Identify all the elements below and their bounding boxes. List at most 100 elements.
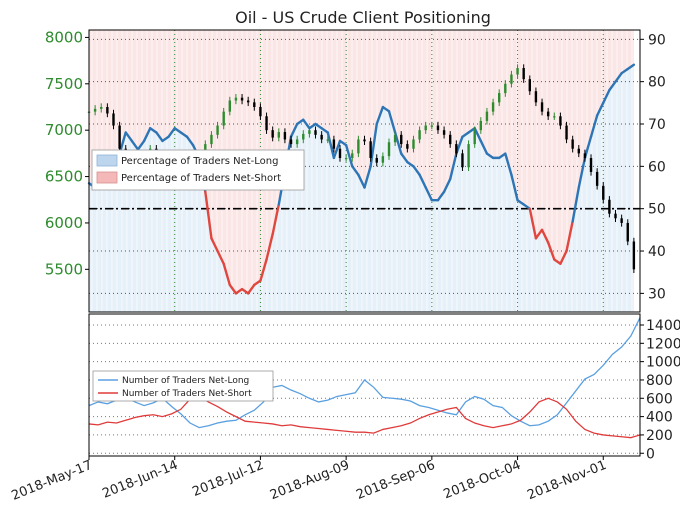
candle-body xyxy=(369,141,372,159)
net-long-pct-segment xyxy=(559,249,568,265)
candle-body xyxy=(497,93,501,103)
right-axis-tick-label: 90 xyxy=(648,32,666,48)
candle-body xyxy=(381,156,385,163)
net-long-pct-segment xyxy=(436,190,446,202)
bottom-right-axis-tick-label: 1000 xyxy=(646,355,680,371)
net-long-pct-segment xyxy=(130,139,140,151)
candle-body xyxy=(246,100,250,103)
net-long-pct-segment xyxy=(149,127,158,134)
net-long-pct-segment xyxy=(326,131,336,160)
left-axis-tick-label: 7000 xyxy=(45,121,83,139)
net-long-pct-segment xyxy=(369,122,378,168)
left-axis-tick-label: 6500 xyxy=(45,168,83,186)
net-long-pct-segment xyxy=(602,88,611,105)
candle-body xyxy=(320,134,323,140)
net-long-pct-segment xyxy=(522,203,531,210)
candle-body xyxy=(265,116,268,131)
bottom-right-axis-tick-label: 1400 xyxy=(646,318,680,334)
legend-bottom-label-long: Number of Traders Net-Long xyxy=(122,376,249,386)
net-long-pct-segment xyxy=(320,127,329,134)
net-long-pct-segment xyxy=(259,258,268,282)
net-long-pct-segment xyxy=(295,118,305,126)
x-axis-tick-label: 2018-Nov-01 xyxy=(525,458,609,503)
legend-top-frame xyxy=(91,149,305,191)
net-short-count-line xyxy=(88,395,641,439)
candle-body xyxy=(393,134,397,143)
net-long-pct-segment xyxy=(155,131,164,143)
net-long-pct-segment xyxy=(614,71,623,83)
net-long-pct-segment xyxy=(363,165,372,189)
candle-body xyxy=(283,132,287,140)
net-long-pct-segment xyxy=(338,139,348,147)
candle-body xyxy=(565,125,568,140)
net-long-pct-segment xyxy=(516,199,525,206)
candle-body xyxy=(516,68,519,75)
candle-body xyxy=(614,213,617,219)
candle-body xyxy=(540,102,544,112)
net-long-pct-segment xyxy=(620,67,629,75)
candle-body xyxy=(571,139,574,149)
candle-body xyxy=(234,97,238,101)
net-long-pct-segment xyxy=(589,114,599,138)
net-long-pct-segment xyxy=(136,139,146,151)
x-axis-tick-label: 2018-Aug-09 xyxy=(268,458,352,503)
net-long-pct-segment xyxy=(479,139,489,155)
bottom-right-axis-tick-label: 400 xyxy=(646,410,673,426)
legend-bottom: Number of Traders Net-Long Number of Tra… xyxy=(92,370,274,402)
net-long-pct-segment xyxy=(510,173,519,202)
net-long-pct-segment xyxy=(608,80,617,92)
net-long-pct-segment xyxy=(565,220,574,253)
candle-body xyxy=(112,113,115,126)
net-long-pct-segment xyxy=(381,105,391,113)
candle-body xyxy=(295,139,299,145)
candle-body xyxy=(351,153,354,159)
left-axis-tick-label: 7500 xyxy=(45,75,83,93)
bottom-right-axis-tick-label: 600 xyxy=(646,391,673,407)
candle-body xyxy=(357,139,360,154)
net-long-pct-segment xyxy=(553,258,562,265)
candle-body xyxy=(210,134,213,145)
net-long-pct-segment xyxy=(216,249,225,265)
x-axis-labels: 2018-May-17 2018-Jun-14 2018-Jul-12 2018-Au… xyxy=(9,456,609,504)
candle-body xyxy=(461,153,464,168)
candle-body xyxy=(620,218,623,223)
net-long-pct-segment xyxy=(424,186,434,202)
candle-body xyxy=(387,142,391,157)
candle-body xyxy=(473,130,476,145)
candle-body xyxy=(240,97,244,101)
net-long-pct-segment xyxy=(167,127,176,138)
right-axis-tick-label: 30 xyxy=(648,286,666,302)
candle-body xyxy=(277,132,280,138)
candle-body xyxy=(491,102,495,112)
candle-body xyxy=(522,68,525,80)
candle-body xyxy=(271,130,274,138)
bottom-panel-frame xyxy=(88,313,641,457)
net-long-pct-segment xyxy=(289,122,299,138)
net-long-pct-segment xyxy=(332,139,342,160)
net-long-pct-segment xyxy=(406,160,415,168)
candle-body xyxy=(479,120,483,131)
candle-body xyxy=(626,222,629,242)
legend-bottom-label-short: Number of Traders Net-Short xyxy=(122,389,252,399)
candle-body xyxy=(412,139,415,149)
net-long-pct-segment xyxy=(626,63,636,71)
net-long-pct-segment xyxy=(400,152,409,164)
candle-body xyxy=(485,111,489,121)
left-axis-tick-label: 5500 xyxy=(45,260,83,278)
net-long-pct-segment xyxy=(528,207,538,240)
net-long-pct-segment xyxy=(467,127,476,134)
net-long-pct-segment xyxy=(412,165,421,177)
right-axis-tick-label: 60 xyxy=(648,159,666,175)
net-long-pct-segment xyxy=(204,190,213,240)
candle-body xyxy=(216,125,219,135)
candle-body xyxy=(553,116,556,118)
net-long-pct-segment xyxy=(442,177,452,193)
net-long-pct-segment xyxy=(124,131,134,143)
candle-body xyxy=(418,130,421,140)
right-axis-tick-label: 70 xyxy=(648,117,666,133)
top-panel: 5500 6000 6500 7000 7500 8000 30 40 50 60 70 80 90 xyxy=(45,28,666,313)
net-long-pct-segment xyxy=(449,152,458,181)
bottom-right-axis-tick-label: 0 xyxy=(646,446,655,462)
